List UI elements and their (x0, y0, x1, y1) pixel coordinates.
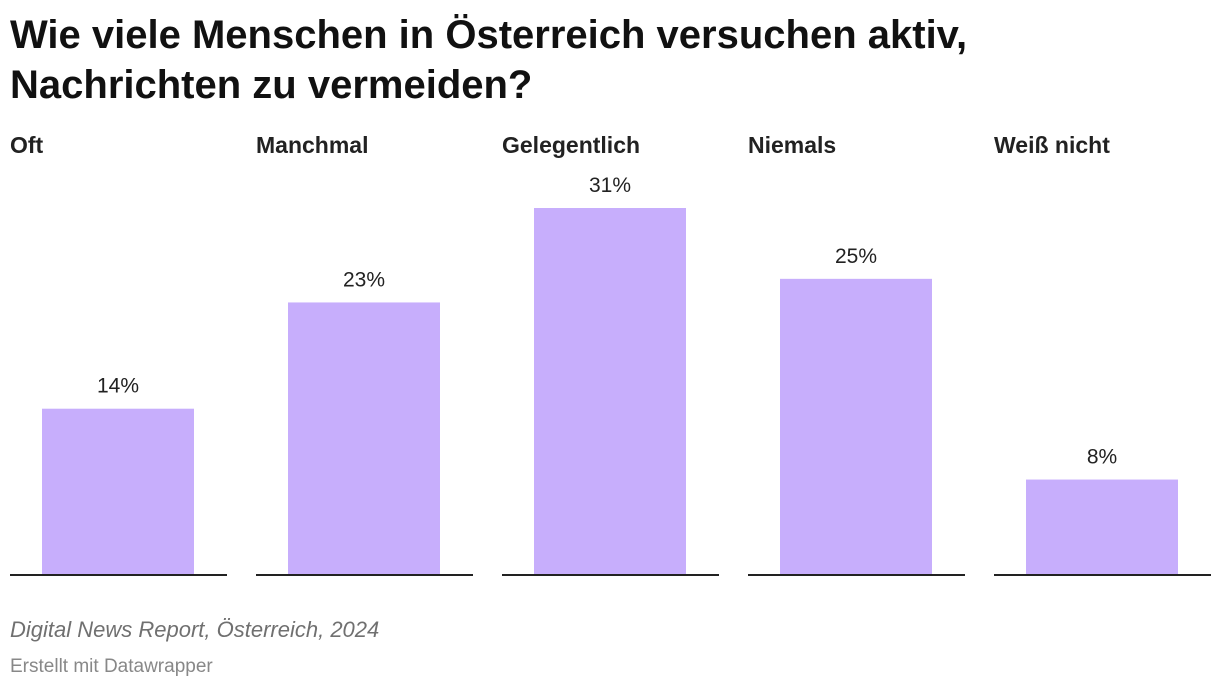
value-label: 25% (835, 245, 877, 268)
category-label: Gelegentlich (502, 132, 640, 158)
value-label: 23% (343, 268, 385, 291)
credit-note: Erstellt mit Datawrapper (10, 656, 213, 677)
value-label: 8% (1087, 446, 1117, 469)
bar (534, 208, 686, 574)
category-label: Niemals (748, 132, 836, 158)
bar (42, 408, 194, 574)
value-label: 14% (97, 375, 139, 398)
source-note: Digital News Report, Österreich, 2024 (10, 617, 380, 642)
bar (780, 278, 932, 574)
bar (1026, 479, 1178, 574)
bar-chart: Oft 14% Manchmal 23% Gelegentlich 31% Niemals 2… (10, 132, 1211, 576)
category-label: Weiß nicht (994, 132, 1110, 158)
chart-title: Wie viele Menschen in Österreich versuch… (10, 13, 968, 107)
category-label: Oft (10, 132, 44, 158)
category-label: Manchmal (256, 132, 368, 158)
value-label: 31% (589, 174, 631, 197)
bar (288, 302, 440, 574)
